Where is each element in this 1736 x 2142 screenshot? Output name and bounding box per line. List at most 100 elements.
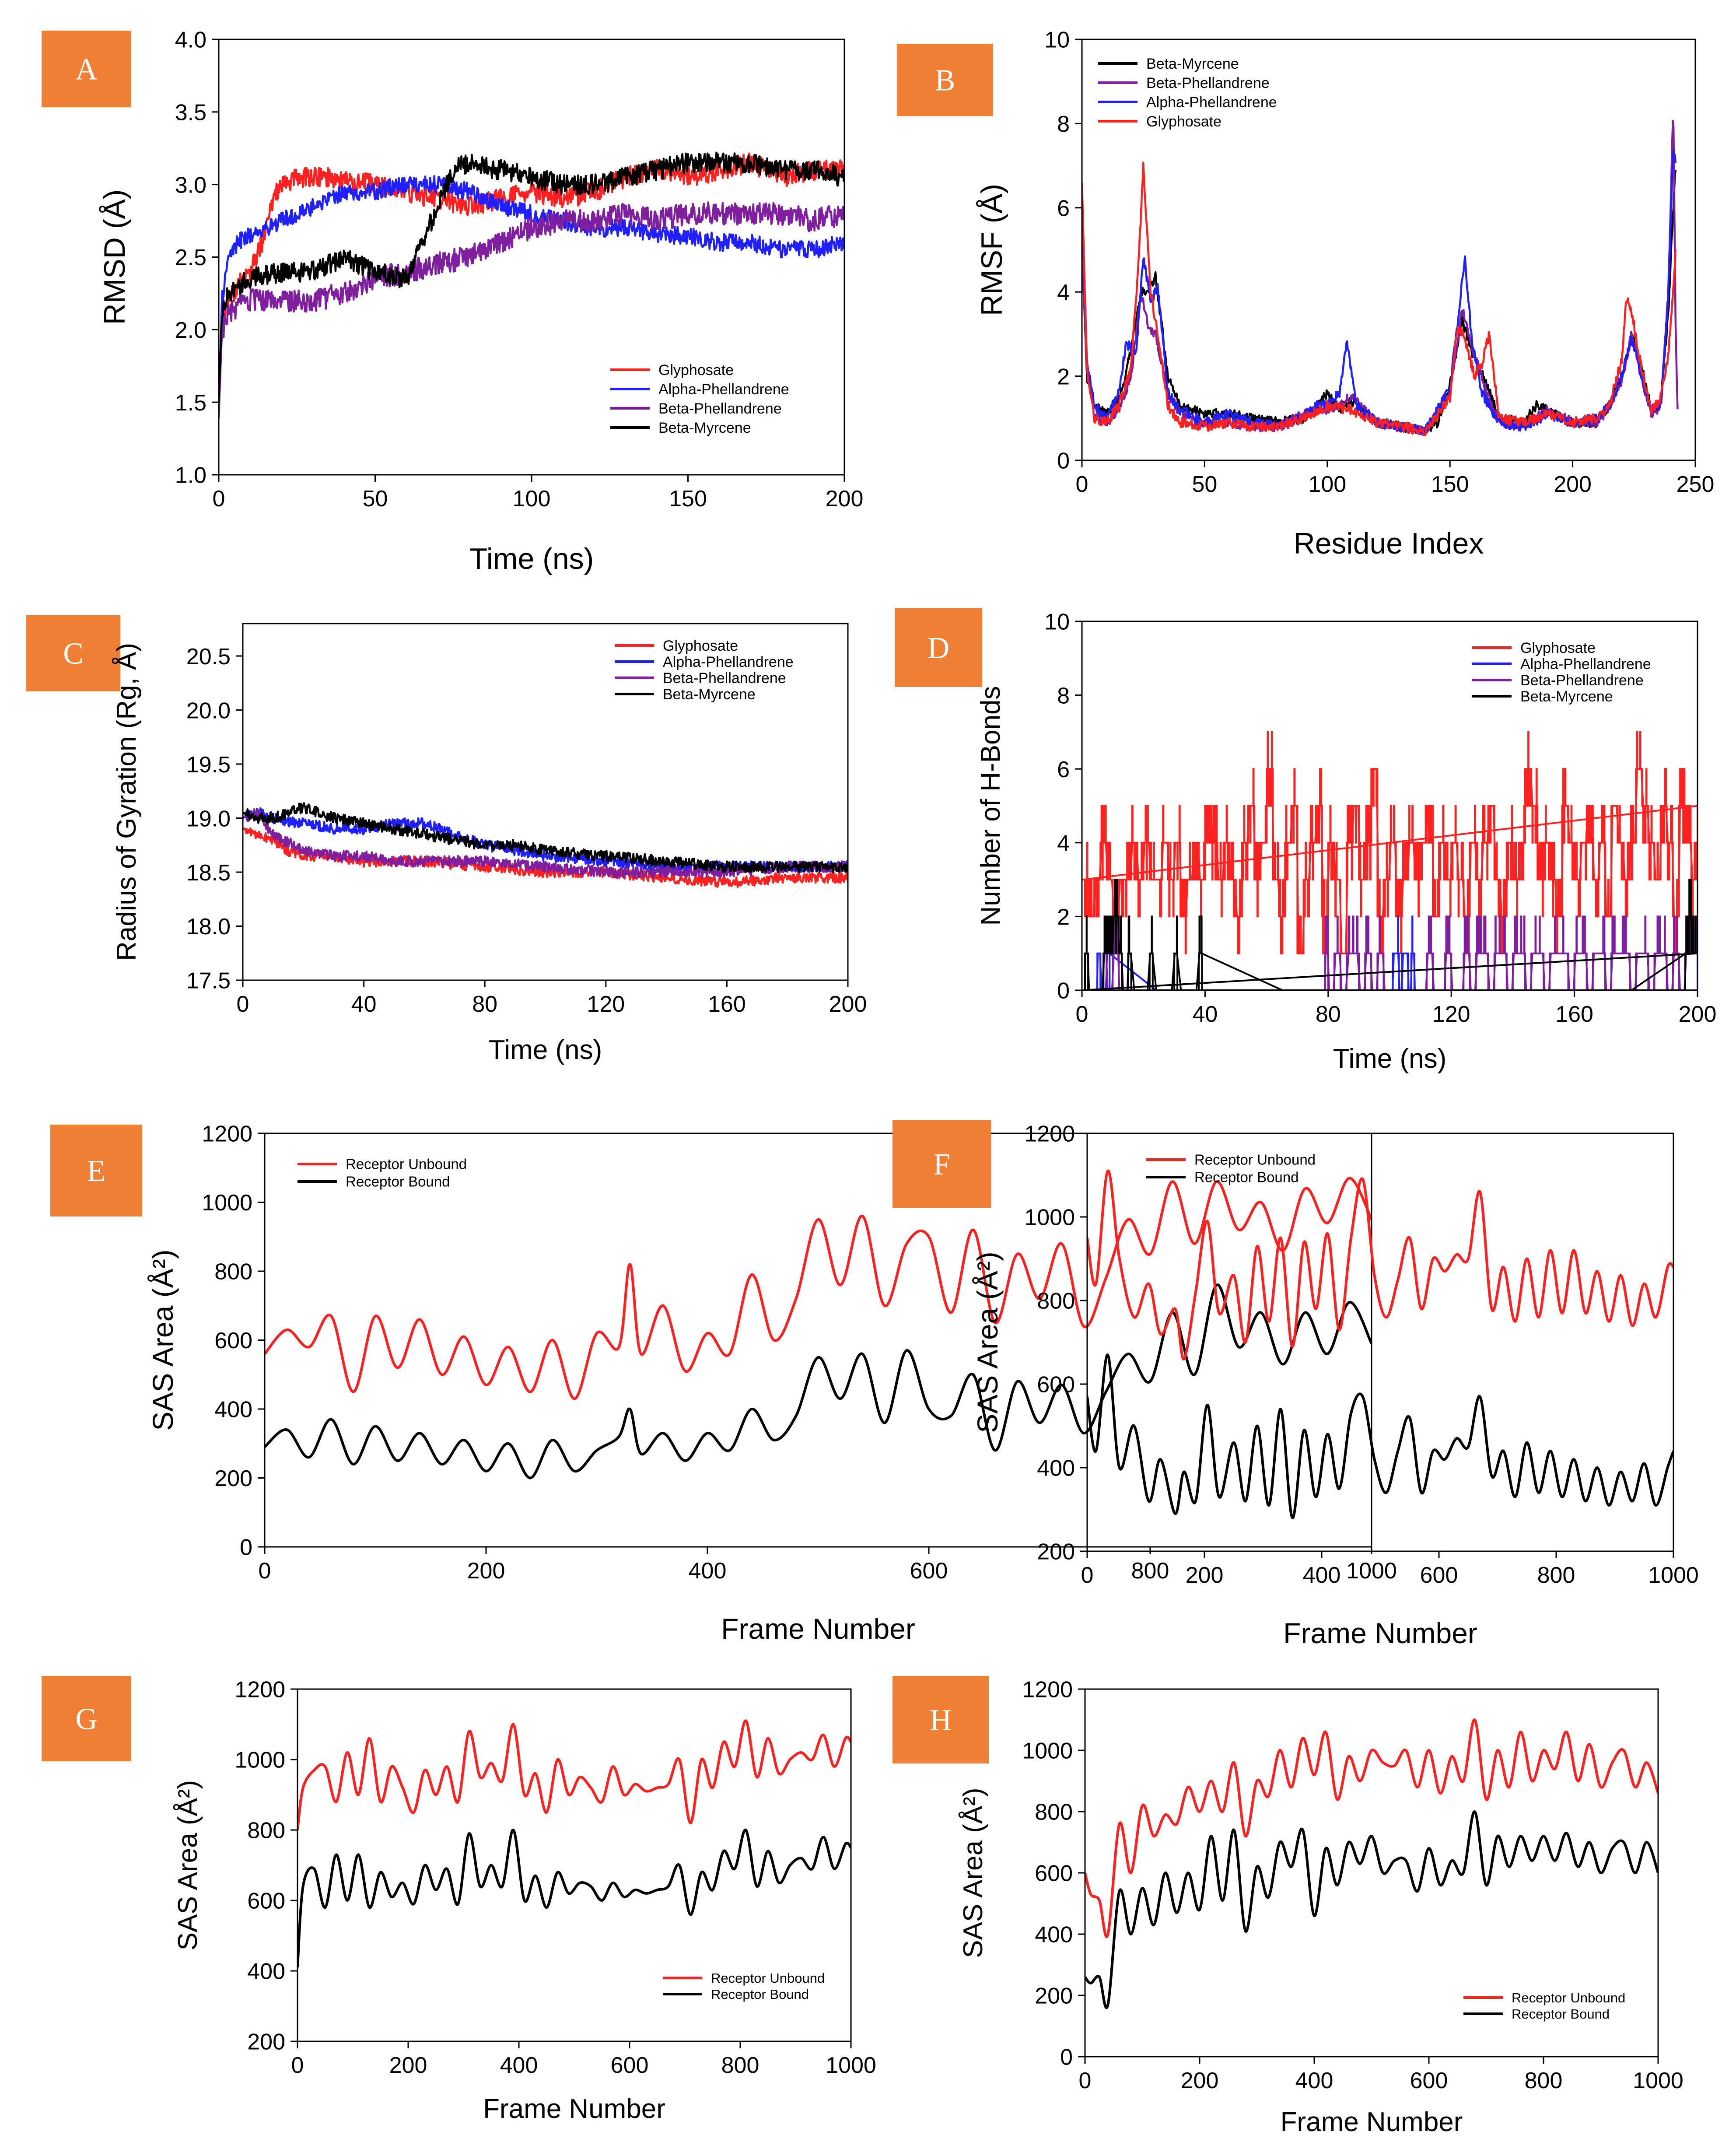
x-tick-label: 1000 — [1633, 2068, 1684, 2093]
panel-b: B 0 50 100 150 200 250 0 2 4 6 8 10 Residue Index RMSF… — [897, 28, 1714, 560]
panel-d: D 0 40 80 120 160 200 0 2 4 6 8 10 Time (ns) Number of… — [895, 608, 1716, 1074]
series-line — [243, 807, 848, 873]
panel-badge — [50, 1125, 142, 1216]
y-tick-label: 600 — [1035, 1861, 1073, 1886]
panel-badge-label: G — [75, 1703, 98, 1736]
y-tick-label: 1200 — [1024, 1122, 1075, 1147]
x-tick-label: 600 — [910, 1558, 948, 1584]
y-tick-label: 10 — [1044, 28, 1070, 53]
y-tick-label: 18.0 — [186, 914, 231, 940]
series-line — [1082, 119, 1679, 436]
panel-badge-label: H — [930, 1704, 952, 1737]
y-axis-label: SAS Area (Å²) — [958, 1788, 988, 1958]
legend-label: Beta-Myrcene — [658, 420, 751, 436]
series-line — [1085, 1718, 1658, 1938]
y-tick-label: 19.0 — [186, 806, 231, 831]
y-tick-label: 0 — [1060, 2045, 1073, 2070]
y-tick-label: 600 — [247, 1889, 285, 1914]
y-tick-label: 400 — [1035, 1922, 1073, 1948]
y-tick-label: 200 — [1037, 1539, 1075, 1565]
x-tick-label: 100 — [1308, 472, 1346, 497]
x-tick-label: 200 — [826, 486, 864, 512]
y-tick-label: 0 — [1057, 978, 1070, 1004]
x-tick-label: 800 — [1525, 2068, 1563, 2093]
x-tick-label: 1000 — [1648, 1563, 1699, 1588]
series-line — [1087, 1353, 1673, 1519]
y-tick-label: 8 — [1057, 112, 1070, 137]
y-tick-label: 600 — [1037, 1372, 1075, 1398]
x-axis-label: Frame Number — [483, 2094, 665, 2124]
y-tick-label: 1200 — [1022, 1677, 1073, 1703]
legend-label: Alpha-Phellandrene — [658, 381, 789, 398]
y-tick-label: 1200 — [202, 1122, 252, 1147]
y-tick-label: 1200 — [234, 1677, 285, 1703]
x-axis-label: Time (ns) — [489, 1035, 602, 1065]
panel-badge — [42, 1676, 131, 1761]
series-line — [265, 1177, 1372, 1400]
y-tick-label: 2 — [1057, 364, 1070, 389]
y-tick-label: 400 — [1037, 1456, 1075, 1481]
y-tick-label: 2.0 — [175, 318, 206, 343]
plot-frame — [1081, 39, 1696, 461]
panel-badge — [892, 1676, 989, 1763]
legend-label: Beta-Myrcene — [1520, 688, 1613, 705]
x-tick-label: 200 — [1554, 472, 1592, 497]
panel-badge-label: F — [933, 1148, 950, 1181]
series-line — [219, 152, 844, 403]
panel-e: E0 200 400 600 800 1000020040060080010001200F… — [50, 1122, 1397, 1645]
y-tick-label: 200 — [1035, 1984, 1073, 2009]
x-tick-label: 800 — [1537, 1563, 1575, 1588]
panel-badge — [26, 615, 120, 691]
x-tick-label: 200 — [1181, 2068, 1219, 2093]
x-tick-label: 80 — [472, 992, 497, 1017]
panel-badge-label: C — [63, 637, 84, 671]
y-tick-label: 4.0 — [175, 28, 206, 53]
x-axis-label: Frame Number — [1281, 2107, 1463, 2137]
y-tick-label: 400 — [247, 1959, 285, 1984]
legend-label: Receptor Bound — [1512, 2006, 1610, 2022]
y-tick-label: 1000 — [202, 1190, 252, 1216]
series-line — [298, 1719, 851, 1830]
series-line — [1082, 915, 1698, 990]
series-line — [265, 1283, 1372, 1479]
legend-label: Alpha-Phellandrene — [1520, 656, 1651, 673]
y-tick-label: 1.0 — [175, 463, 206, 488]
legend-label: Beta-Phellandrene — [1520, 672, 1644, 689]
y-tick-label: 600 — [214, 1328, 252, 1353]
legend-label: Receptor Bound — [346, 1174, 450, 1190]
series-line — [1087, 1169, 1673, 1360]
y-tick-label: 19.5 — [186, 752, 231, 778]
y-tick-label: 3.5 — [175, 100, 206, 126]
x-tick-label: 600 — [611, 2053, 649, 2078]
series-line — [298, 1828, 851, 1968]
panel-g: G0 200 400 600 800 100020040060080010001200Fr… — [42, 1676, 876, 2124]
x-tick-label: 200 — [1186, 1563, 1224, 1588]
x-tick-label: 120 — [1432, 1002, 1470, 1027]
legend-label: Glyphosate — [1146, 113, 1222, 130]
panel-badge-label: B — [935, 64, 956, 98]
x-tick-label: 160 — [708, 992, 746, 1017]
plot-frame — [264, 1132, 1372, 1548]
x-tick-label: 150 — [669, 486, 707, 512]
legend-label: Receptor Unbound — [346, 1156, 467, 1172]
legend-label: Beta-Phellandrene — [658, 400, 782, 417]
panel-badge-label: A — [75, 53, 98, 87]
x-tick-label: 400 — [1303, 1563, 1341, 1588]
series-line — [1085, 1810, 1658, 2009]
x-tick-label: 600 — [1410, 2068, 1448, 2093]
panel-badge-label: D — [928, 631, 950, 665]
panel-f: F0 200 400 600 800 100020040060080010001200Fr… — [892, 1120, 1699, 1649]
x-tick-label: 0 — [259, 1558, 271, 1584]
x-tick-label: 40 — [351, 992, 377, 1017]
x-tick-label: 0 — [213, 486, 225, 512]
legend-label: Receptor Unbound — [1194, 1152, 1316, 1168]
y-axis-label: Radius of Gyration (Rg, Å) — [112, 643, 142, 961]
x-tick-label: 0 — [291, 2053, 304, 2078]
x-tick-label: 100 — [513, 486, 551, 512]
x-axis-label: Residue Index — [1294, 527, 1484, 560]
y-tick-label: 800 — [1035, 1800, 1073, 1825]
y-axis-label: RMSF (Å) — [975, 184, 1008, 316]
x-tick-label: 160 — [1555, 1002, 1593, 1027]
x-tick-label: 0 — [1076, 1002, 1088, 1027]
